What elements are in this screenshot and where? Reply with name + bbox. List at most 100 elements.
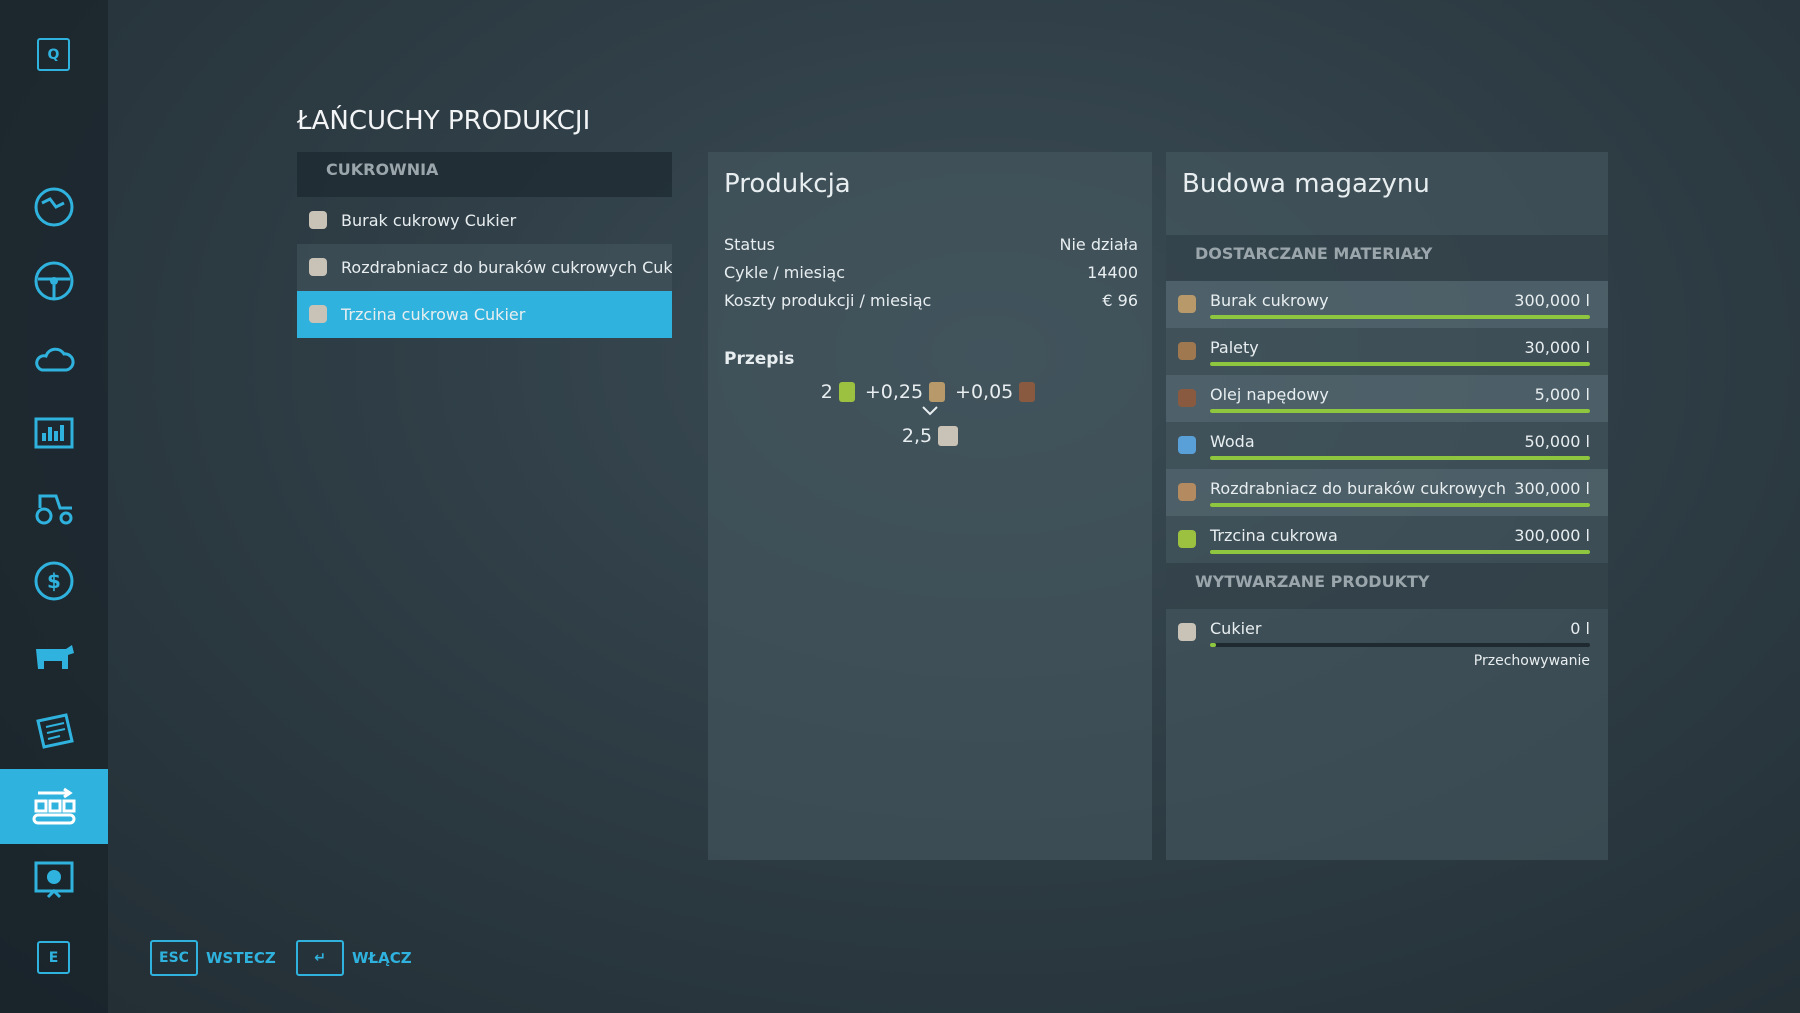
fill-bar: [1210, 409, 1590, 413]
row-value: Nie działa: [1059, 235, 1139, 254]
material-icon: [1178, 342, 1196, 360]
supplied-list: Burak cukrowy 300,000 l Palety 30,000 l Olej…: [1166, 281, 1608, 563]
material-amount: 300,000 l: [1514, 291, 1590, 310]
finance-icon[interactable]: $: [30, 557, 78, 605]
fill-bar: [1210, 456, 1590, 460]
chain-item[interactable]: Burak cukrowy Cukier: [297, 197, 672, 244]
group-header: CUKROWNIA: [297, 152, 672, 197]
fill-bar: [1210, 362, 1590, 366]
input-icon: [838, 382, 855, 402]
row-label: Cykle / miesiąc: [724, 263, 846, 282]
fill-level: [1210, 503, 1590, 507]
recipe-arrow: [708, 405, 1152, 417]
sugar-icon: [938, 426, 959, 446]
tractor-icon[interactable]: [30, 482, 78, 530]
material-icon: [1178, 530, 1196, 548]
production-row: Status Nie działa: [708, 235, 1152, 263]
material-icon: [1178, 483, 1196, 501]
item-icon: [309, 258, 327, 276]
fill-bar: [1210, 643, 1590, 647]
item-icon: [309, 305, 327, 323]
output-amount: 2,5: [901, 425, 933, 447]
page-title: ŁAŃCUCHY PRODUKCJI: [297, 106, 591, 136]
item-label: Burak cukrowy Cukier: [341, 211, 517, 230]
material-name: Olej napędowy: [1210, 385, 1329, 404]
material-icon: [1178, 295, 1196, 313]
recipe-inputs: 2 +0,25 +0,05: [708, 381, 1152, 403]
produced-header: WYTWARZANE PRODUKTY: [1166, 563, 1608, 609]
material-name: Trzcina cukrowa: [1210, 526, 1338, 545]
stats-icon[interactable]: [30, 409, 78, 457]
material-amount: 300,000 l: [1514, 479, 1590, 498]
material-row: Rozdrabniacz do buraków cukrowych 300,000…: [1166, 469, 1608, 516]
recipe-title: Przepis: [724, 349, 795, 369]
fill-level: [1210, 362, 1590, 366]
fill-level: [1210, 315, 1590, 319]
material-amount: 300,000 l: [1514, 526, 1590, 545]
material-icon: [1178, 389, 1196, 407]
material-amount: 5,000 l: [1534, 385, 1590, 404]
production-icon: [32, 787, 76, 825]
material-row: Olej napędowy 5,000 l: [1166, 375, 1608, 422]
material-row: Trzcina cukrowa 300,000 l: [1166, 516, 1608, 563]
vehicle-icon[interactable]: [30, 257, 78, 305]
input-icon: [1019, 382, 1036, 402]
contracts-icon[interactable]: [30, 707, 78, 755]
button-key: ESC: [150, 940, 198, 976]
panel-title: Budowa magazynu: [1182, 169, 1430, 199]
fill-bar: [1210, 550, 1590, 554]
sidebar: Q $ E: [0, 0, 108, 1013]
production-row: Cykle / miesiąc 14400: [708, 263, 1152, 291]
material-row: Woda 50,000 l: [1166, 422, 1608, 469]
production-row: Koszty produkcji / miesiąc € 96: [708, 291, 1152, 319]
material-name: Burak cukrowy: [1210, 291, 1329, 310]
product-note: Przechowywanie: [1473, 653, 1590, 669]
chain-items: Burak cukrowy Cukier Rozdrabniacz do bura…: [297, 197, 672, 338]
material-icon: [1178, 436, 1196, 454]
animals-icon[interactable]: [30, 631, 78, 679]
fill-level: [1210, 643, 1216, 647]
material-row: Burak cukrowy 300,000 l: [1166, 281, 1608, 328]
fill-bar: [1210, 503, 1590, 507]
input-amount: +0,25: [864, 381, 924, 403]
production-tab-selected[interactable]: [0, 769, 108, 844]
fill-level: [1210, 409, 1590, 413]
product-name: Cukier: [1210, 619, 1262, 638]
key-e[interactable]: E: [37, 941, 70, 974]
row-label: Status: [724, 235, 775, 254]
chain-item[interactable]: Trzcina cukrowa Cukier: [297, 291, 672, 338]
recipe-output: 2,5: [708, 425, 1152, 447]
footer-button[interactable]: ESC WSTECZ: [150, 940, 276, 976]
product-icon: [1178, 623, 1196, 641]
button-label: WSTECZ: [206, 949, 276, 967]
input-amount: 2: [820, 381, 833, 403]
production-rows: Status Nie działa Cykle / miesiąc 14400 Kosz…: [708, 235, 1152, 319]
item-label: Rozdrabniacz do buraków cukrowych Cukier: [341, 258, 672, 277]
button-label: WŁĄCZ: [352, 949, 412, 967]
item-label: Trzcina cukrowa Cukier: [341, 305, 526, 324]
product-row: Cukier 0 l Przechowywanie: [1166, 609, 1608, 683]
fill-bar: [1210, 315, 1590, 319]
footer-button[interactable]: ↵ WŁĄCZ: [296, 940, 412, 976]
weather-icon[interactable]: [30, 332, 78, 380]
input-icon: [929, 382, 946, 402]
key-q[interactable]: Q: [37, 38, 70, 71]
row-value: 14400: [1087, 263, 1138, 282]
map-icon[interactable]: [30, 183, 78, 231]
material-amount: 50,000 l: [1524, 432, 1590, 451]
fill-level: [1210, 456, 1590, 460]
supplied-header: DOSTARCZANE MATERIAŁY: [1166, 235, 1608, 281]
input-amount: +0,05: [955, 381, 1014, 403]
produced-list: Cukier 0 l Przechowywanie: [1166, 609, 1608, 683]
material-name: Palety: [1210, 338, 1259, 357]
storage-panel: Budowa magazynu DOSTARCZANE MATERIAŁY Bu…: [1166, 152, 1608, 860]
button-key: ↵: [296, 940, 344, 976]
chain-item[interactable]: Rozdrabniacz do buraków cukrowych Cukier: [297, 244, 672, 291]
chain-list: CUKROWNIA Burak cukrowy Cukier Rozdrabnia…: [297, 152, 672, 338]
material-row: Palety 30,000 l: [1166, 328, 1608, 375]
material-name: Rozdrabniacz do buraków cukrowych: [1210, 479, 1507, 498]
panel-title: Produkcja: [724, 169, 851, 199]
arrow-down: [922, 406, 938, 416]
help-icon[interactable]: [30, 855, 78, 903]
